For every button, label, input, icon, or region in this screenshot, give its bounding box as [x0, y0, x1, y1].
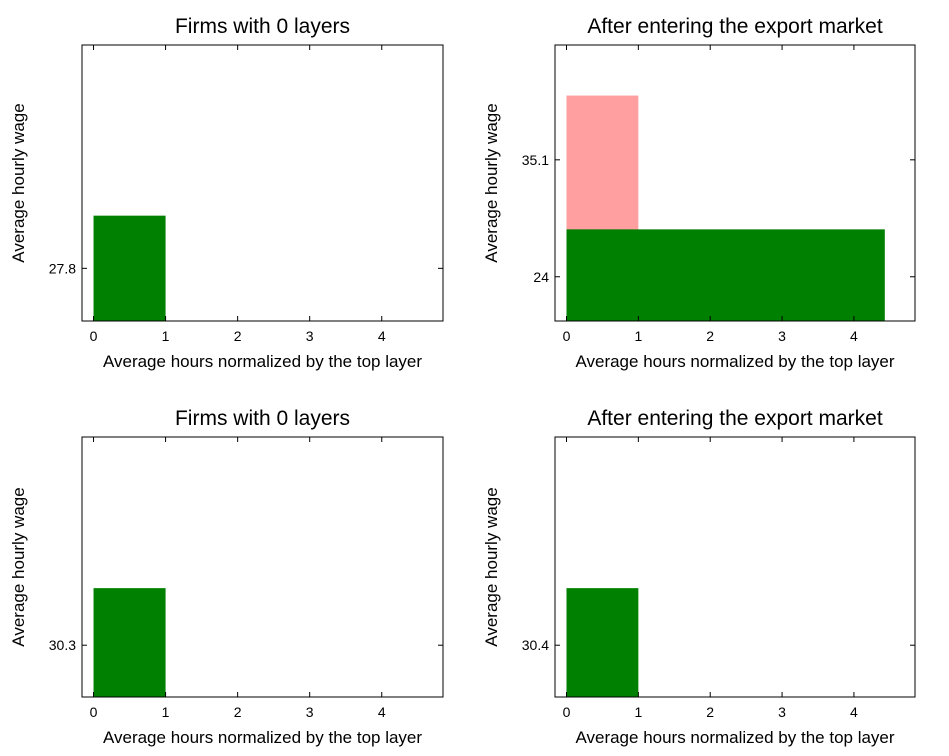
- x-tick-label: 4: [850, 704, 858, 720]
- chart-title: After entering the export market: [587, 15, 882, 38]
- subplot: 0 1 2 3 4 24 35.1 After entering the export mar…: [482, 15, 916, 371]
- chart-title: Firms with 0 layers: [175, 15, 350, 38]
- axes-box: [554, 436, 916, 698]
- x-tick-label: 4: [850, 328, 858, 344]
- x-tick-label: 0: [90, 704, 98, 720]
- x-tick-label: 2: [234, 704, 242, 720]
- x-axis-label: Average hours normalized by the top laye…: [575, 352, 894, 371]
- axes-box: [81, 436, 444, 698]
- axes-box: [554, 44, 916, 322]
- y-tick-label: 30.4: [522, 637, 549, 653]
- x-tick-label: 2: [706, 704, 714, 720]
- x-tick-label: 3: [778, 328, 786, 344]
- x-tick-label: 3: [778, 704, 786, 720]
- x-tick-label: 1: [634, 704, 642, 720]
- y-tick-label: 30.3: [49, 637, 76, 653]
- y-tick-label: 35.1: [522, 152, 549, 168]
- bar: [93, 215, 166, 321]
- y-axis-label: Average hourly wage: [482, 487, 501, 646]
- x-axis-label: Average hours normalized by the top laye…: [575, 728, 894, 747]
- subplot: 0 1 2 3 4 30.3 Firms with 0 layers Average hour…: [9, 407, 444, 747]
- x-tick-label: 4: [378, 704, 386, 720]
- x-tick-label: 3: [306, 328, 314, 344]
- x-tick-label: 0: [563, 704, 571, 720]
- y-tick-label: 24: [533, 269, 549, 285]
- bar: [566, 588, 639, 697]
- bar: [93, 588, 166, 697]
- x-axis-label: Average hours normalized by the top laye…: [103, 728, 422, 747]
- chart-title: After entering the export market: [587, 407, 882, 430]
- x-tick-label: 0: [563, 328, 571, 344]
- x-tick-label: 1: [162, 328, 170, 344]
- subplot: 0 1 2 3 4 30.4 After entering the export marke…: [482, 407, 916, 747]
- chart-title: Firms with 0 layers: [175, 407, 350, 430]
- bar: [566, 229, 885, 321]
- x-tick-label: 2: [234, 328, 242, 344]
- x-tick-label: 0: [90, 328, 98, 344]
- y-axis-label: Average hourly wage: [9, 487, 28, 646]
- y-axis-label: Average hourly wage: [482, 103, 501, 262]
- subplot: 0 1 2 3 4 27.8 Firms with 0 layers Average hour…: [9, 15, 444, 371]
- x-axis-label: Average hours normalized by the top laye…: [103, 352, 422, 371]
- x-tick-label: 2: [706, 328, 714, 344]
- x-tick-label: 1: [634, 328, 642, 344]
- x-tick-label: 1: [162, 704, 170, 720]
- y-tick-label: 27.8: [49, 260, 76, 276]
- axes-box: [81, 44, 444, 322]
- x-tick-label: 4: [378, 328, 386, 344]
- x-tick-label: 3: [306, 704, 314, 720]
- y-axis-label: Average hourly wage: [9, 103, 28, 262]
